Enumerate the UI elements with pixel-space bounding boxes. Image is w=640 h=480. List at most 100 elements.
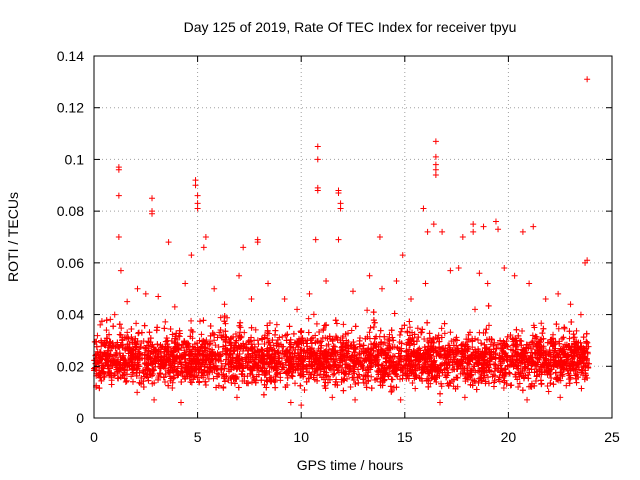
data-point bbox=[547, 362, 554, 369]
data-point bbox=[218, 352, 225, 359]
data-point bbox=[221, 313, 228, 320]
data-point bbox=[117, 331, 124, 338]
data-point bbox=[327, 335, 334, 342]
data-point bbox=[188, 379, 195, 386]
data-point bbox=[403, 347, 410, 354]
data-point bbox=[476, 367, 483, 374]
data-point bbox=[165, 351, 172, 358]
data-point bbox=[154, 341, 161, 348]
data-point bbox=[580, 334, 587, 341]
data-point bbox=[252, 353, 259, 360]
data-point bbox=[476, 355, 483, 362]
data-point bbox=[515, 384, 522, 391]
data-point bbox=[245, 347, 252, 354]
data-point bbox=[459, 358, 466, 365]
data-point bbox=[386, 331, 393, 338]
data-point bbox=[105, 368, 112, 375]
data-point bbox=[255, 348, 262, 355]
data-point bbox=[522, 363, 529, 370]
data-point bbox=[366, 329, 373, 336]
data-point bbox=[509, 342, 516, 349]
data-point bbox=[107, 338, 114, 345]
data-point bbox=[329, 336, 336, 343]
data-point bbox=[271, 357, 278, 364]
data-point bbox=[232, 331, 239, 338]
data-point bbox=[502, 350, 509, 357]
data-point bbox=[350, 363, 357, 370]
data-point bbox=[227, 340, 234, 347]
data-point bbox=[419, 369, 426, 376]
data-point bbox=[179, 369, 186, 376]
data-point bbox=[540, 325, 547, 332]
data-point bbox=[378, 347, 385, 354]
data-point bbox=[417, 329, 424, 336]
data-point bbox=[236, 322, 243, 329]
data-point bbox=[528, 366, 535, 373]
data-point bbox=[334, 367, 341, 374]
data-point bbox=[242, 358, 249, 365]
data-point bbox=[573, 379, 580, 386]
data-point bbox=[583, 355, 590, 362]
data-point bbox=[355, 379, 362, 386]
data-point bbox=[149, 361, 156, 368]
data-point bbox=[437, 390, 444, 397]
data-point bbox=[376, 352, 383, 359]
data-point bbox=[273, 363, 280, 370]
data-point bbox=[340, 387, 347, 394]
data-point bbox=[492, 372, 499, 379]
data-point bbox=[356, 341, 363, 348]
data-point bbox=[147, 350, 154, 357]
data-point bbox=[452, 385, 459, 392]
data-point bbox=[559, 373, 566, 380]
data-point bbox=[585, 343, 592, 350]
data-point bbox=[387, 383, 394, 390]
data-point bbox=[513, 326, 520, 333]
data-point bbox=[423, 377, 430, 384]
data-point bbox=[251, 343, 258, 350]
data-point bbox=[450, 366, 457, 373]
data-point bbox=[533, 334, 540, 341]
data-point bbox=[519, 367, 526, 374]
data-point bbox=[208, 356, 215, 363]
data-point bbox=[496, 374, 503, 381]
data-point bbox=[492, 361, 499, 368]
data-point bbox=[101, 350, 107, 357]
data-point bbox=[373, 344, 380, 351]
data-point bbox=[313, 320, 320, 327]
data-point bbox=[472, 335, 479, 342]
data-point bbox=[486, 358, 493, 365]
data-point bbox=[547, 356, 554, 363]
data-point bbox=[485, 322, 492, 329]
data-point bbox=[140, 384, 147, 391]
data-point bbox=[103, 317, 110, 324]
data-point bbox=[420, 364, 427, 371]
data-point bbox=[202, 382, 209, 389]
data-point bbox=[541, 364, 548, 371]
data-point bbox=[361, 355, 368, 362]
data-point bbox=[373, 333, 380, 340]
data-point bbox=[283, 368, 290, 375]
data-point bbox=[409, 379, 416, 386]
data-point bbox=[138, 329, 145, 336]
data-point bbox=[202, 378, 209, 385]
data-point bbox=[535, 349, 542, 356]
data-point bbox=[197, 318, 204, 325]
data-point bbox=[368, 341, 375, 348]
data-point bbox=[448, 338, 455, 345]
data-point bbox=[531, 369, 538, 376]
data-point bbox=[233, 362, 240, 369]
data-point bbox=[340, 377, 347, 384]
data-point bbox=[495, 365, 502, 372]
data-point bbox=[518, 357, 525, 364]
data-point bbox=[472, 306, 479, 313]
data-point bbox=[454, 359, 461, 366]
data-point bbox=[360, 342, 367, 349]
data-point bbox=[121, 361, 128, 368]
data-point bbox=[182, 376, 189, 383]
data-point bbox=[193, 363, 200, 370]
data-point bbox=[283, 348, 290, 355]
data-point bbox=[399, 366, 406, 373]
data-point bbox=[180, 372, 187, 379]
data-point bbox=[138, 374, 145, 381]
data-point bbox=[287, 343, 294, 350]
